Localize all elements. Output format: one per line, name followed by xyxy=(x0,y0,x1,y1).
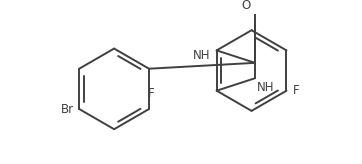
Text: F: F xyxy=(293,84,299,97)
Text: Br: Br xyxy=(60,102,74,115)
Text: O: O xyxy=(241,0,251,12)
Text: F: F xyxy=(148,87,154,100)
Text: NH: NH xyxy=(257,81,274,94)
Text: NH: NH xyxy=(193,49,210,62)
